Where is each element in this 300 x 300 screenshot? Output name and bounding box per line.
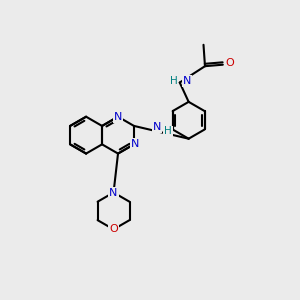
Text: O: O — [225, 58, 234, 68]
Text: N: N — [183, 76, 191, 86]
Text: N: N — [153, 122, 161, 132]
Text: N: N — [114, 112, 122, 122]
Text: N: N — [131, 140, 140, 149]
Text: H: H — [170, 76, 178, 86]
Text: H: H — [164, 126, 172, 136]
Text: O: O — [109, 224, 118, 234]
Text: N: N — [110, 188, 118, 197]
